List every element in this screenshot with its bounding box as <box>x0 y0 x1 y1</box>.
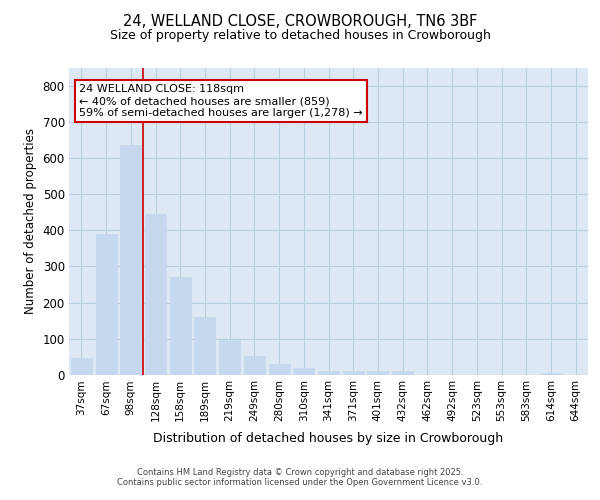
Text: 24, WELLAND CLOSE, CROWBOROUGH, TN6 3BF: 24, WELLAND CLOSE, CROWBOROUGH, TN6 3BF <box>123 14 477 28</box>
Bar <box>269 364 290 375</box>
Bar <box>170 278 191 375</box>
Text: Contains HM Land Registry data © Crown copyright and database right 2025.
Contai: Contains HM Land Registry data © Crown c… <box>118 468 482 487</box>
Bar <box>392 372 413 375</box>
Bar <box>145 214 166 375</box>
Bar <box>541 373 562 375</box>
Bar <box>194 317 215 375</box>
Bar <box>244 356 265 375</box>
Bar <box>343 372 364 375</box>
Bar <box>293 368 314 375</box>
Text: 24 WELLAND CLOSE: 118sqm
← 40% of detached houses are smaller (859)
59% of semi-: 24 WELLAND CLOSE: 118sqm ← 40% of detach… <box>79 84 363 117</box>
Bar <box>120 146 141 375</box>
Bar <box>71 358 92 375</box>
Bar <box>367 372 388 375</box>
Bar <box>95 234 116 375</box>
Bar <box>318 372 339 375</box>
Text: Size of property relative to detached houses in Crowborough: Size of property relative to detached ho… <box>110 30 490 43</box>
Y-axis label: Number of detached properties: Number of detached properties <box>24 128 37 314</box>
Bar <box>219 340 240 375</box>
X-axis label: Distribution of detached houses by size in Crowborough: Distribution of detached houses by size … <box>154 432 503 446</box>
